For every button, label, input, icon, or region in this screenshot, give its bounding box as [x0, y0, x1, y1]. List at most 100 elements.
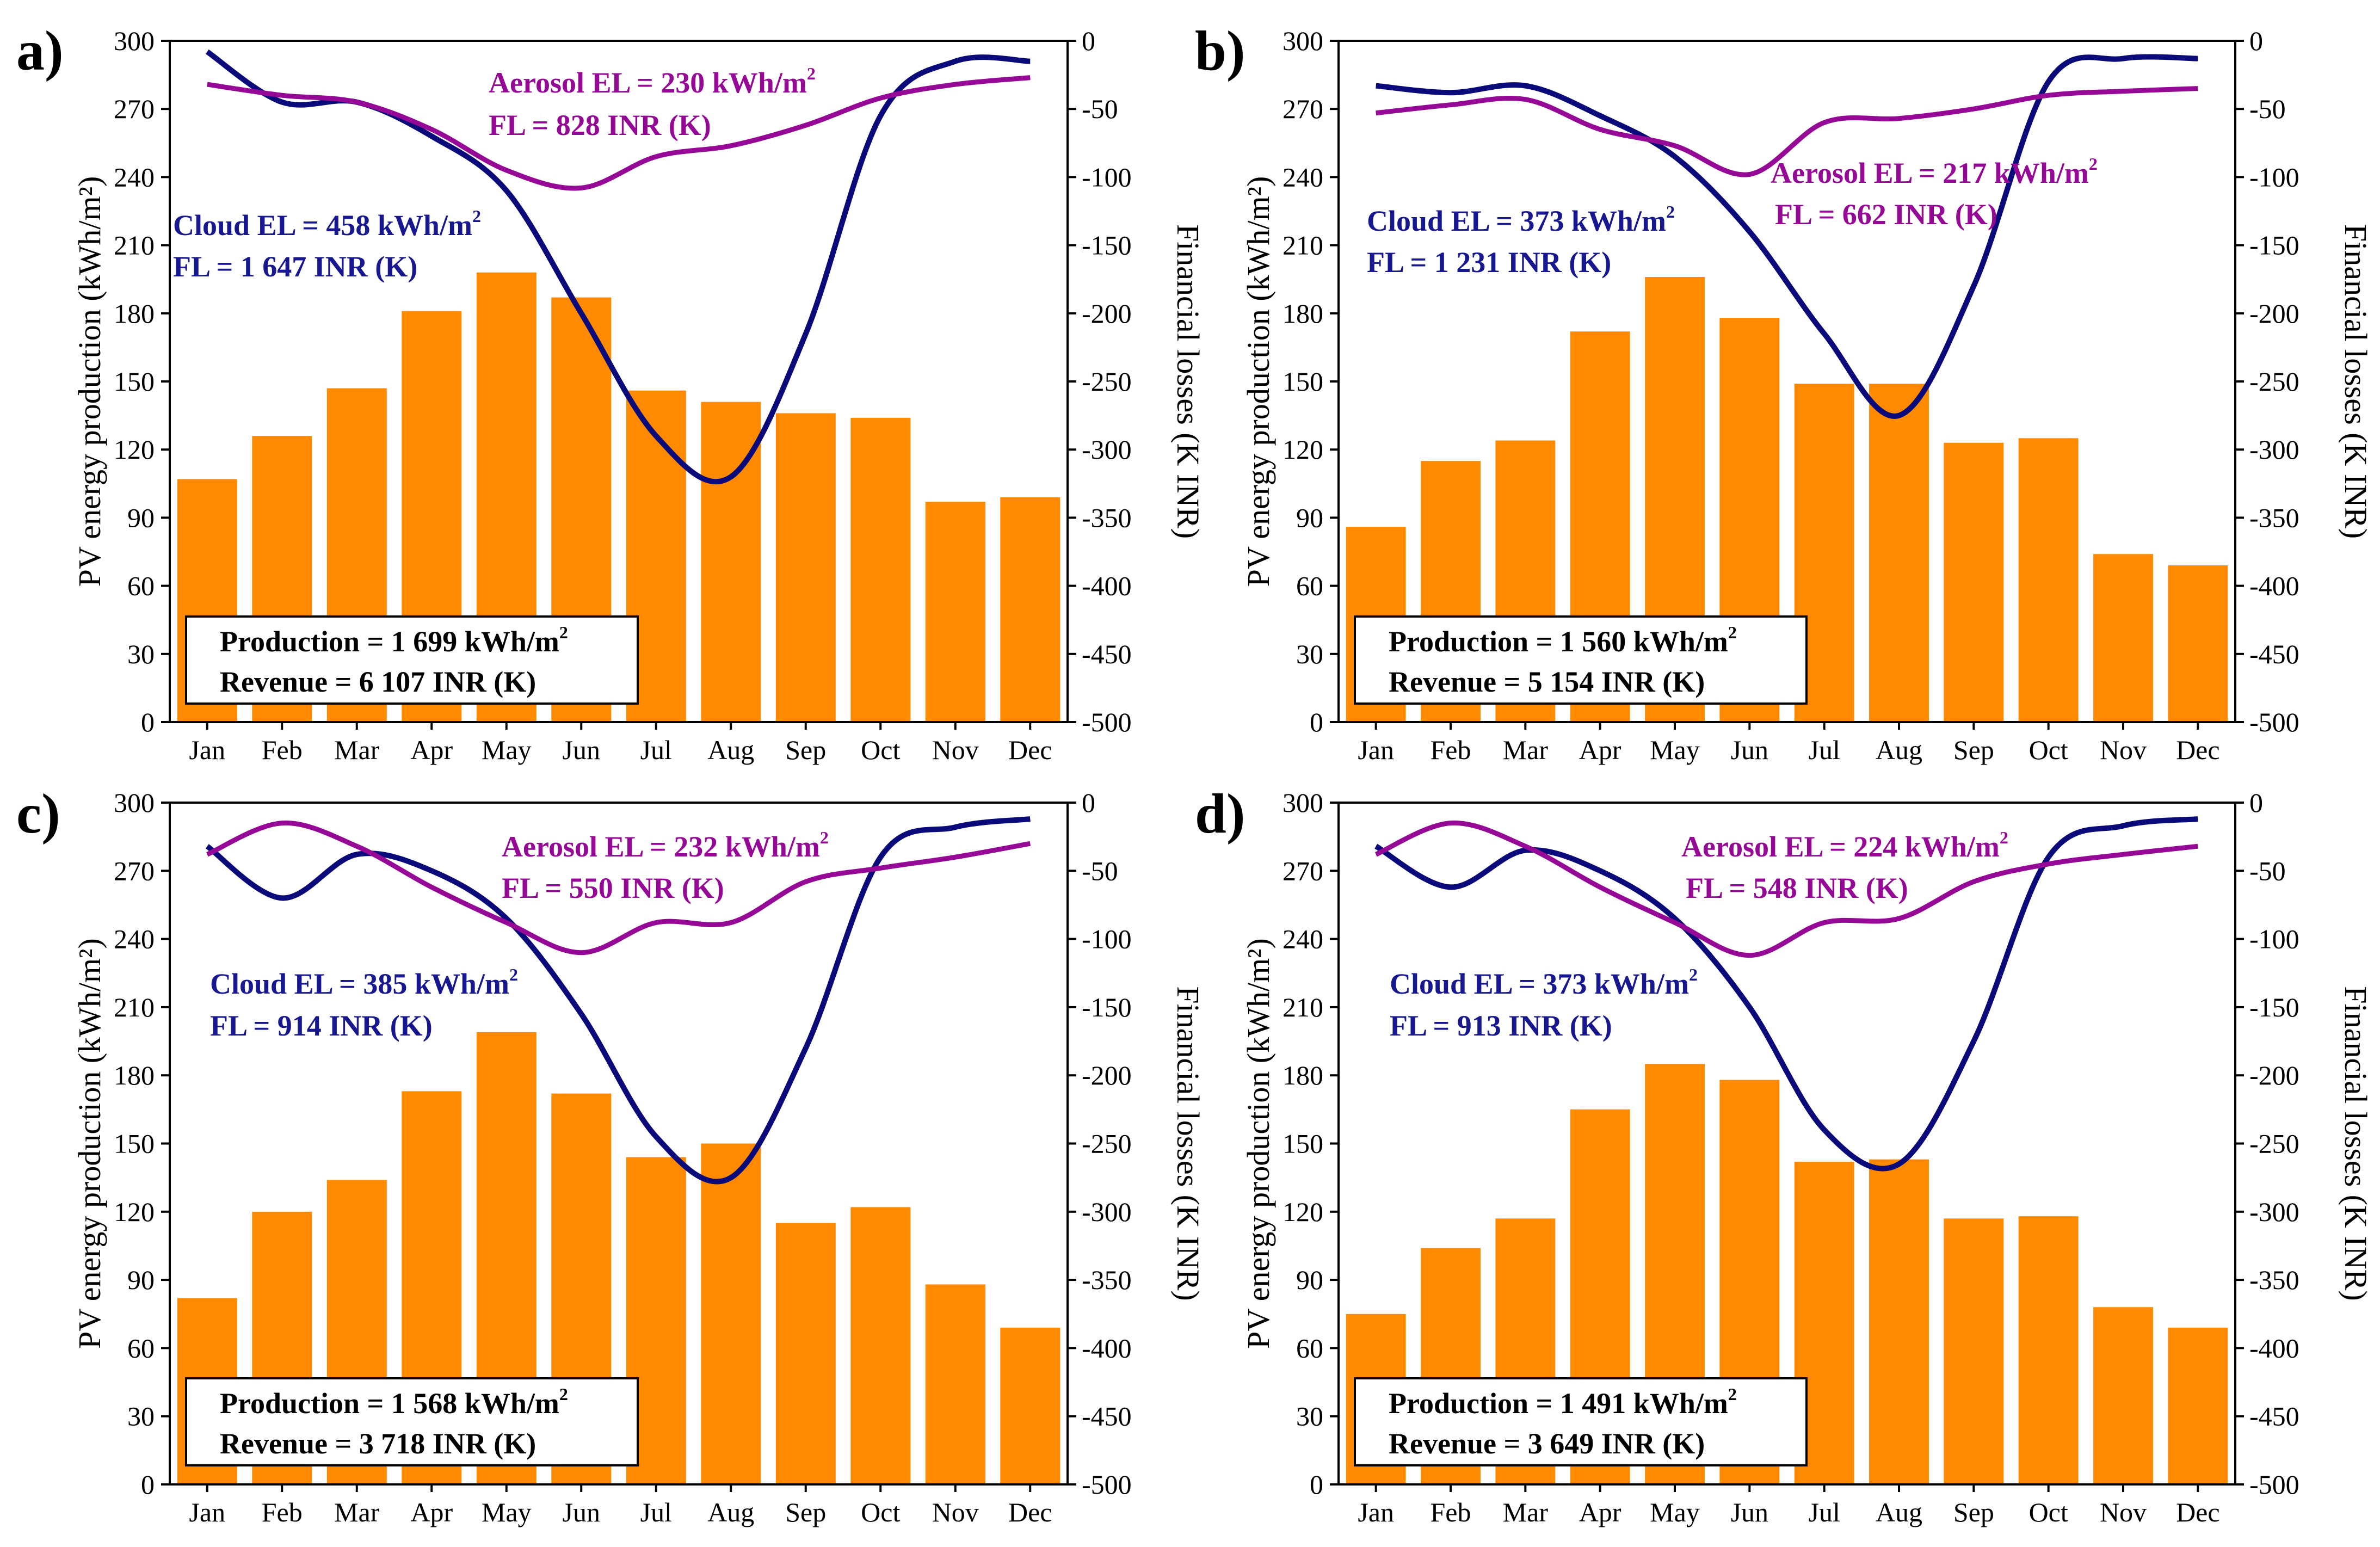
right-tick-label: 0: [1082, 26, 1095, 56]
right-tick-label: -450: [2249, 1401, 2299, 1432]
revenue-summary: Revenue = 5 154 INR (K): [1389, 665, 1705, 698]
x-tick-label: Jul: [1808, 735, 1840, 765]
left-tick-label: 300: [114, 787, 155, 818]
right-axis-title: Financial losses (K INR): [2338, 986, 2373, 1301]
cloud-fl-annotation: FL = 914 INR (K): [210, 1009, 433, 1042]
left-tick-label: 210: [1283, 230, 1323, 261]
x-tick-label: Apr: [410, 1497, 453, 1527]
right-tick-label: -350: [2249, 1265, 2299, 1295]
cloud-fl-annotation: FL = 1 231 INR (K): [1367, 246, 1611, 279]
x-tick-label: Jun: [563, 735, 600, 765]
right-tick-label: -150: [2249, 230, 2299, 261]
aerosol-loss-line: [1376, 86, 2198, 177]
left-tick-label: 270: [1283, 855, 1323, 886]
x-tick-label: Jul: [640, 735, 672, 765]
summary-box: [1354, 615, 1808, 705]
right-tick-label: -400: [2249, 571, 2299, 601]
x-tick-label: May: [482, 1497, 532, 1527]
left-tick-label: 90: [127, 502, 155, 533]
left-axis-title: PV energy production (kWh/m²): [72, 176, 107, 587]
left-tick-label: 120: [1283, 1197, 1323, 1227]
right-tick-label: -300: [2249, 434, 2299, 465]
x-tick-label: Oct: [2029, 735, 2068, 765]
x-tick-label: Aug: [1876, 735, 1922, 765]
x-tick-label: Jan: [189, 735, 225, 765]
right-tick-label: -250: [2249, 1129, 2299, 1159]
x-tick-label: Dec: [2176, 1497, 2220, 1527]
right-tick-label: -250: [1082, 366, 1132, 397]
left-tick-label: 60: [127, 571, 155, 601]
x-tick-label: Jun: [1731, 735, 1768, 765]
left-tick-label: 30: [127, 639, 155, 669]
production-summary: Production = 1 568 kWh/m2: [220, 1384, 568, 1420]
bar-nov: [925, 1284, 985, 1484]
x-tick-label: Mar: [334, 1497, 380, 1527]
bar-oct: [850, 417, 911, 722]
left-tick-label: 210: [114, 230, 155, 261]
left-tick-label: 210: [1283, 992, 1323, 1022]
bar-nov: [2093, 1307, 2153, 1484]
cloud-loss-line: [1374, 816, 2198, 1172]
left-tick-label: 240: [1283, 162, 1323, 192]
x-tick-label: Sep: [1953, 1497, 1994, 1527]
aerosol-loss-line: [207, 75, 1031, 191]
left-tick-label: 240: [1283, 924, 1323, 954]
summary-box: [185, 615, 639, 705]
production-summary: Production = 1 560 kWh/m2: [1389, 623, 1737, 658]
x-tick-label: Dec: [2176, 735, 2220, 765]
chart-panel-3: 0306090120150180210240270300-500-450-400…: [16, 782, 1206, 1527]
left-tick-label: 60: [1296, 571, 1323, 601]
right-tick-label: -150: [1082, 230, 1132, 261]
x-tick-label: Mar: [1503, 1497, 1549, 1527]
left-tick-label: 120: [114, 434, 155, 465]
bar-aug: [1869, 384, 1929, 722]
right-tick-label: -200: [1082, 298, 1132, 329]
right-tick-label: -150: [1082, 992, 1132, 1022]
x-tick-label: Nov: [2100, 1497, 2147, 1527]
right-tick-label: -50: [1082, 94, 1118, 124]
x-tick-label: Nov: [932, 735, 979, 765]
left-axis-title: PV energy production (kWh/m²): [1241, 938, 1276, 1349]
left-axis-title: PV energy production (kWh/m²): [72, 938, 107, 1349]
right-axis-title: Financial losses (K INR): [1170, 224, 1206, 539]
cloud-loss-line: [205, 816, 1031, 1185]
right-tick-label: -150: [2249, 992, 2299, 1022]
cloud-fl-annotation: FL = 913 INR (K): [1390, 1009, 1612, 1042]
right-tick-label: -300: [2249, 1197, 2299, 1227]
bar-dec: [2168, 1327, 2228, 1484]
right-tick-label: 0: [1082, 787, 1095, 818]
x-tick-label: Oct: [861, 735, 900, 765]
x-tick-label: Feb: [1431, 1497, 1471, 1527]
production-summary: Production = 1 491 kWh/m2: [1389, 1384, 1737, 1420]
bar-dec: [1000, 497, 1060, 722]
bar-nov: [925, 502, 985, 722]
bar-dec: [2168, 565, 2228, 722]
right-tick-label: -350: [1082, 502, 1132, 533]
x-tick-label: Jan: [189, 1497, 225, 1527]
x-tick-label: Jan: [1358, 1497, 1394, 1527]
x-tick-label: Jul: [1808, 1497, 1840, 1527]
right-tick-label: -500: [1082, 1469, 1132, 1500]
aerosol-loss-line: [1374, 821, 2198, 958]
bar-sep: [775, 1223, 836, 1484]
aerosol-fl-annotation: FL = 550 INR (K): [502, 872, 724, 904]
bar-sep: [775, 413, 836, 722]
left-tick-label: 30: [1296, 639, 1323, 669]
x-tick-label: Jul: [640, 1497, 672, 1527]
aerosol-el-annotation: Aerosol EL = 230 kWh/m2: [489, 64, 816, 99]
aerosol-el-annotation: Aerosol EL = 217 kWh/m2: [1771, 154, 2098, 189]
aerosol-loss-line: [206, 821, 1031, 956]
left-tick-label: 90: [127, 1265, 155, 1295]
left-tick-label: 300: [1283, 787, 1323, 818]
aerosol-el-annotation: Aerosol EL = 224 kWh/m2: [1681, 828, 2008, 863]
right-tick-label: -100: [1082, 162, 1132, 192]
right-tick-label: 0: [2249, 26, 2263, 56]
x-tick-label: Aug: [707, 1497, 754, 1527]
bar-aug: [1869, 1159, 1929, 1484]
cloud-el-annotation: Cloud EL = 373 kWh/m2: [1367, 202, 1675, 237]
x-tick-label: Jun: [1731, 1497, 1768, 1527]
left-tick-label: 120: [114, 1197, 155, 1227]
left-tick-label: 180: [114, 1060, 155, 1090]
x-tick-label: Mar: [334, 735, 380, 765]
left-tick-label: 300: [114, 26, 155, 56]
